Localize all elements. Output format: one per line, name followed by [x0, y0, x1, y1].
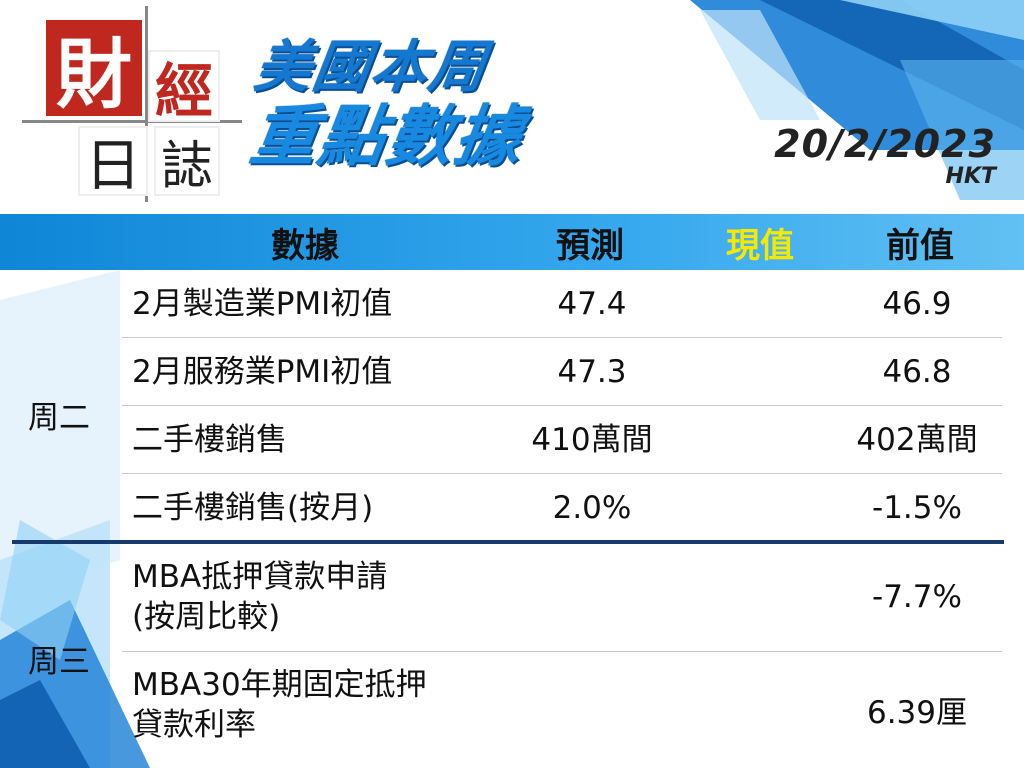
table-row: MBA抵押貸款申請 (按周比較) -7.7% [122, 544, 1002, 652]
day-label-wednesday: 周三 [28, 644, 90, 680]
logo-char-zhi: 誌 [154, 126, 220, 197]
logo: 財 經 日 誌 [0, 0, 242, 205]
header-actual: 現值 [726, 225, 794, 266]
table-row: 2月製造業PMI初值 47.4 46.9 [122, 270, 1002, 338]
table-row: 二手樓銷售 410萬間 402萬間 [122, 406, 1002, 474]
row-previous: 46.8 [882, 354, 952, 390]
row-name: 二手樓銷售 [132, 422, 287, 458]
row-name-line1: MBA抵押貸款申請 [132, 559, 388, 595]
group-divider [12, 540, 1004, 544]
header-previous: 前值 [886, 225, 954, 266]
row-name-line2: 貸款利率 [132, 707, 256, 743]
row-previous: -1.5% [872, 490, 962, 526]
row-forecast: 410萬間 [531, 422, 653, 458]
title-line-1: 美國本周 [250, 35, 492, 100]
table-row: 二手樓銷售(按月) 2.0% -1.5% [122, 474, 1002, 542]
logo-char-ri: 日 [78, 126, 148, 199]
table-row: 2月服務業PMI初值 47.3 46.8 [122, 338, 1002, 406]
row-name-line1: MBA30年期固定抵押 [132, 667, 427, 703]
logo-rule-horizontal [22, 120, 242, 123]
logo-char-cai: 財 [46, 20, 142, 119]
page-title: 美國本周 重點數據 [246, 35, 529, 175]
row-previous: -7.7% [872, 579, 962, 615]
row-previous: 46.9 [882, 286, 952, 322]
date-timezone: HKT [945, 164, 996, 189]
row-previous: 6.39厘 [866, 695, 968, 731]
date-value: 20/2/2023 [774, 122, 996, 166]
table-row: MBA30年期固定抵押 貸款利率 6.39厘 [122, 652, 1002, 762]
data-table: 周二 2月製造業PMI初值 47.4 46.9 2月服務業PMI初值 47.3 … [0, 270, 1024, 768]
row-name: 二手樓銷售(按月) [132, 490, 374, 526]
date-stamp: 20/2/2023 HKT [774, 122, 996, 189]
row-name: 2月製造業PMI初值 [132, 286, 393, 322]
logo-char-jing: 經 [148, 50, 220, 125]
row-forecast: 47.4 [557, 286, 627, 322]
table-header: 數據 預測 現值 前值 [0, 214, 1024, 270]
header-forecast: 預測 [556, 225, 624, 266]
row-forecast: 47.3 [557, 354, 627, 390]
title-line-2: 重點數據 [245, 98, 529, 175]
logo-rule-vertical [145, 6, 148, 202]
day-label-tuesday: 周二 [28, 400, 90, 436]
row-name: 2月服務業PMI初值 [132, 354, 393, 390]
row-name-line2: (按周比較) [132, 599, 281, 635]
row-previous: 402萬間 [856, 422, 978, 458]
row-forecast: 2.0% [552, 490, 632, 526]
header-data: 數據 [271, 225, 339, 266]
